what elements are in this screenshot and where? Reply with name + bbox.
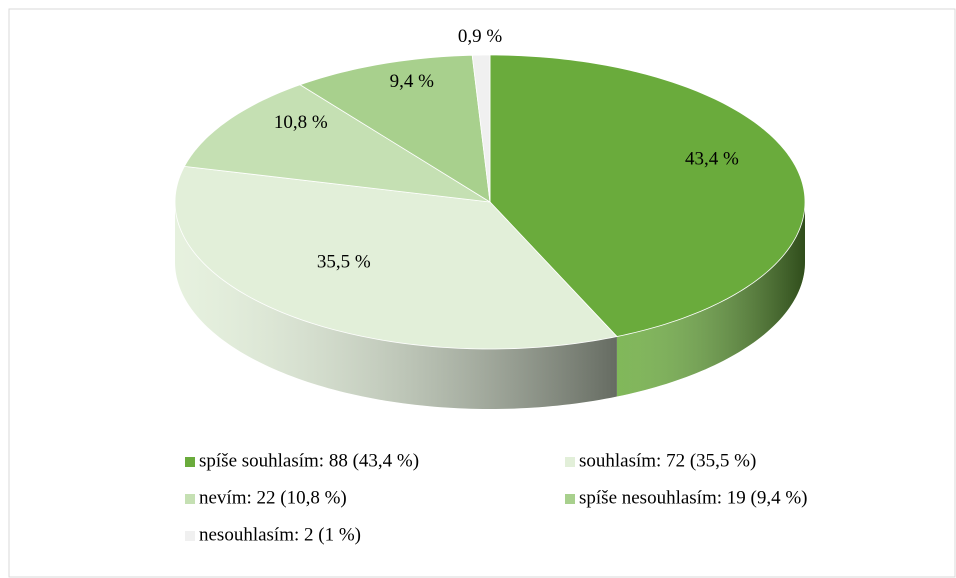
data-label: 10,8 % bbox=[274, 112, 328, 133]
data-label: 35,5 % bbox=[317, 251, 371, 272]
slice bbox=[471, 54, 491, 203]
slice-side-shade bbox=[175, 202, 617, 409]
data-label: 43,4 % bbox=[685, 149, 739, 170]
slice bbox=[299, 54, 491, 203]
slice bbox=[174, 165, 618, 350]
legend-swatch bbox=[565, 457, 575, 467]
slice bbox=[183, 84, 491, 203]
legend-label: nesouhlasím: 2 (1 %) bbox=[199, 524, 361, 545]
data-label: 0,9 % bbox=[458, 26, 503, 47]
legend-label: spíše nesouhlasím: 19 (9,4 %) bbox=[579, 487, 808, 508]
slice-side-shade bbox=[616, 202, 805, 397]
legend-swatch bbox=[565, 494, 575, 504]
legend-label: nevím: 22 (10,8 %) bbox=[199, 487, 347, 508]
legend-label: souhlasím: 72 (35,5 %) bbox=[579, 450, 756, 471]
slice bbox=[489, 54, 806, 337]
data-label: 9,4 % bbox=[390, 71, 435, 92]
legend-swatch bbox=[185, 531, 195, 541]
legend-swatch bbox=[185, 457, 195, 467]
chart-frame bbox=[8, 8, 956, 578]
legend-swatch bbox=[185, 494, 195, 504]
legend-label: spíše souhlasím: 88 (43,4 %) bbox=[199, 450, 419, 471]
